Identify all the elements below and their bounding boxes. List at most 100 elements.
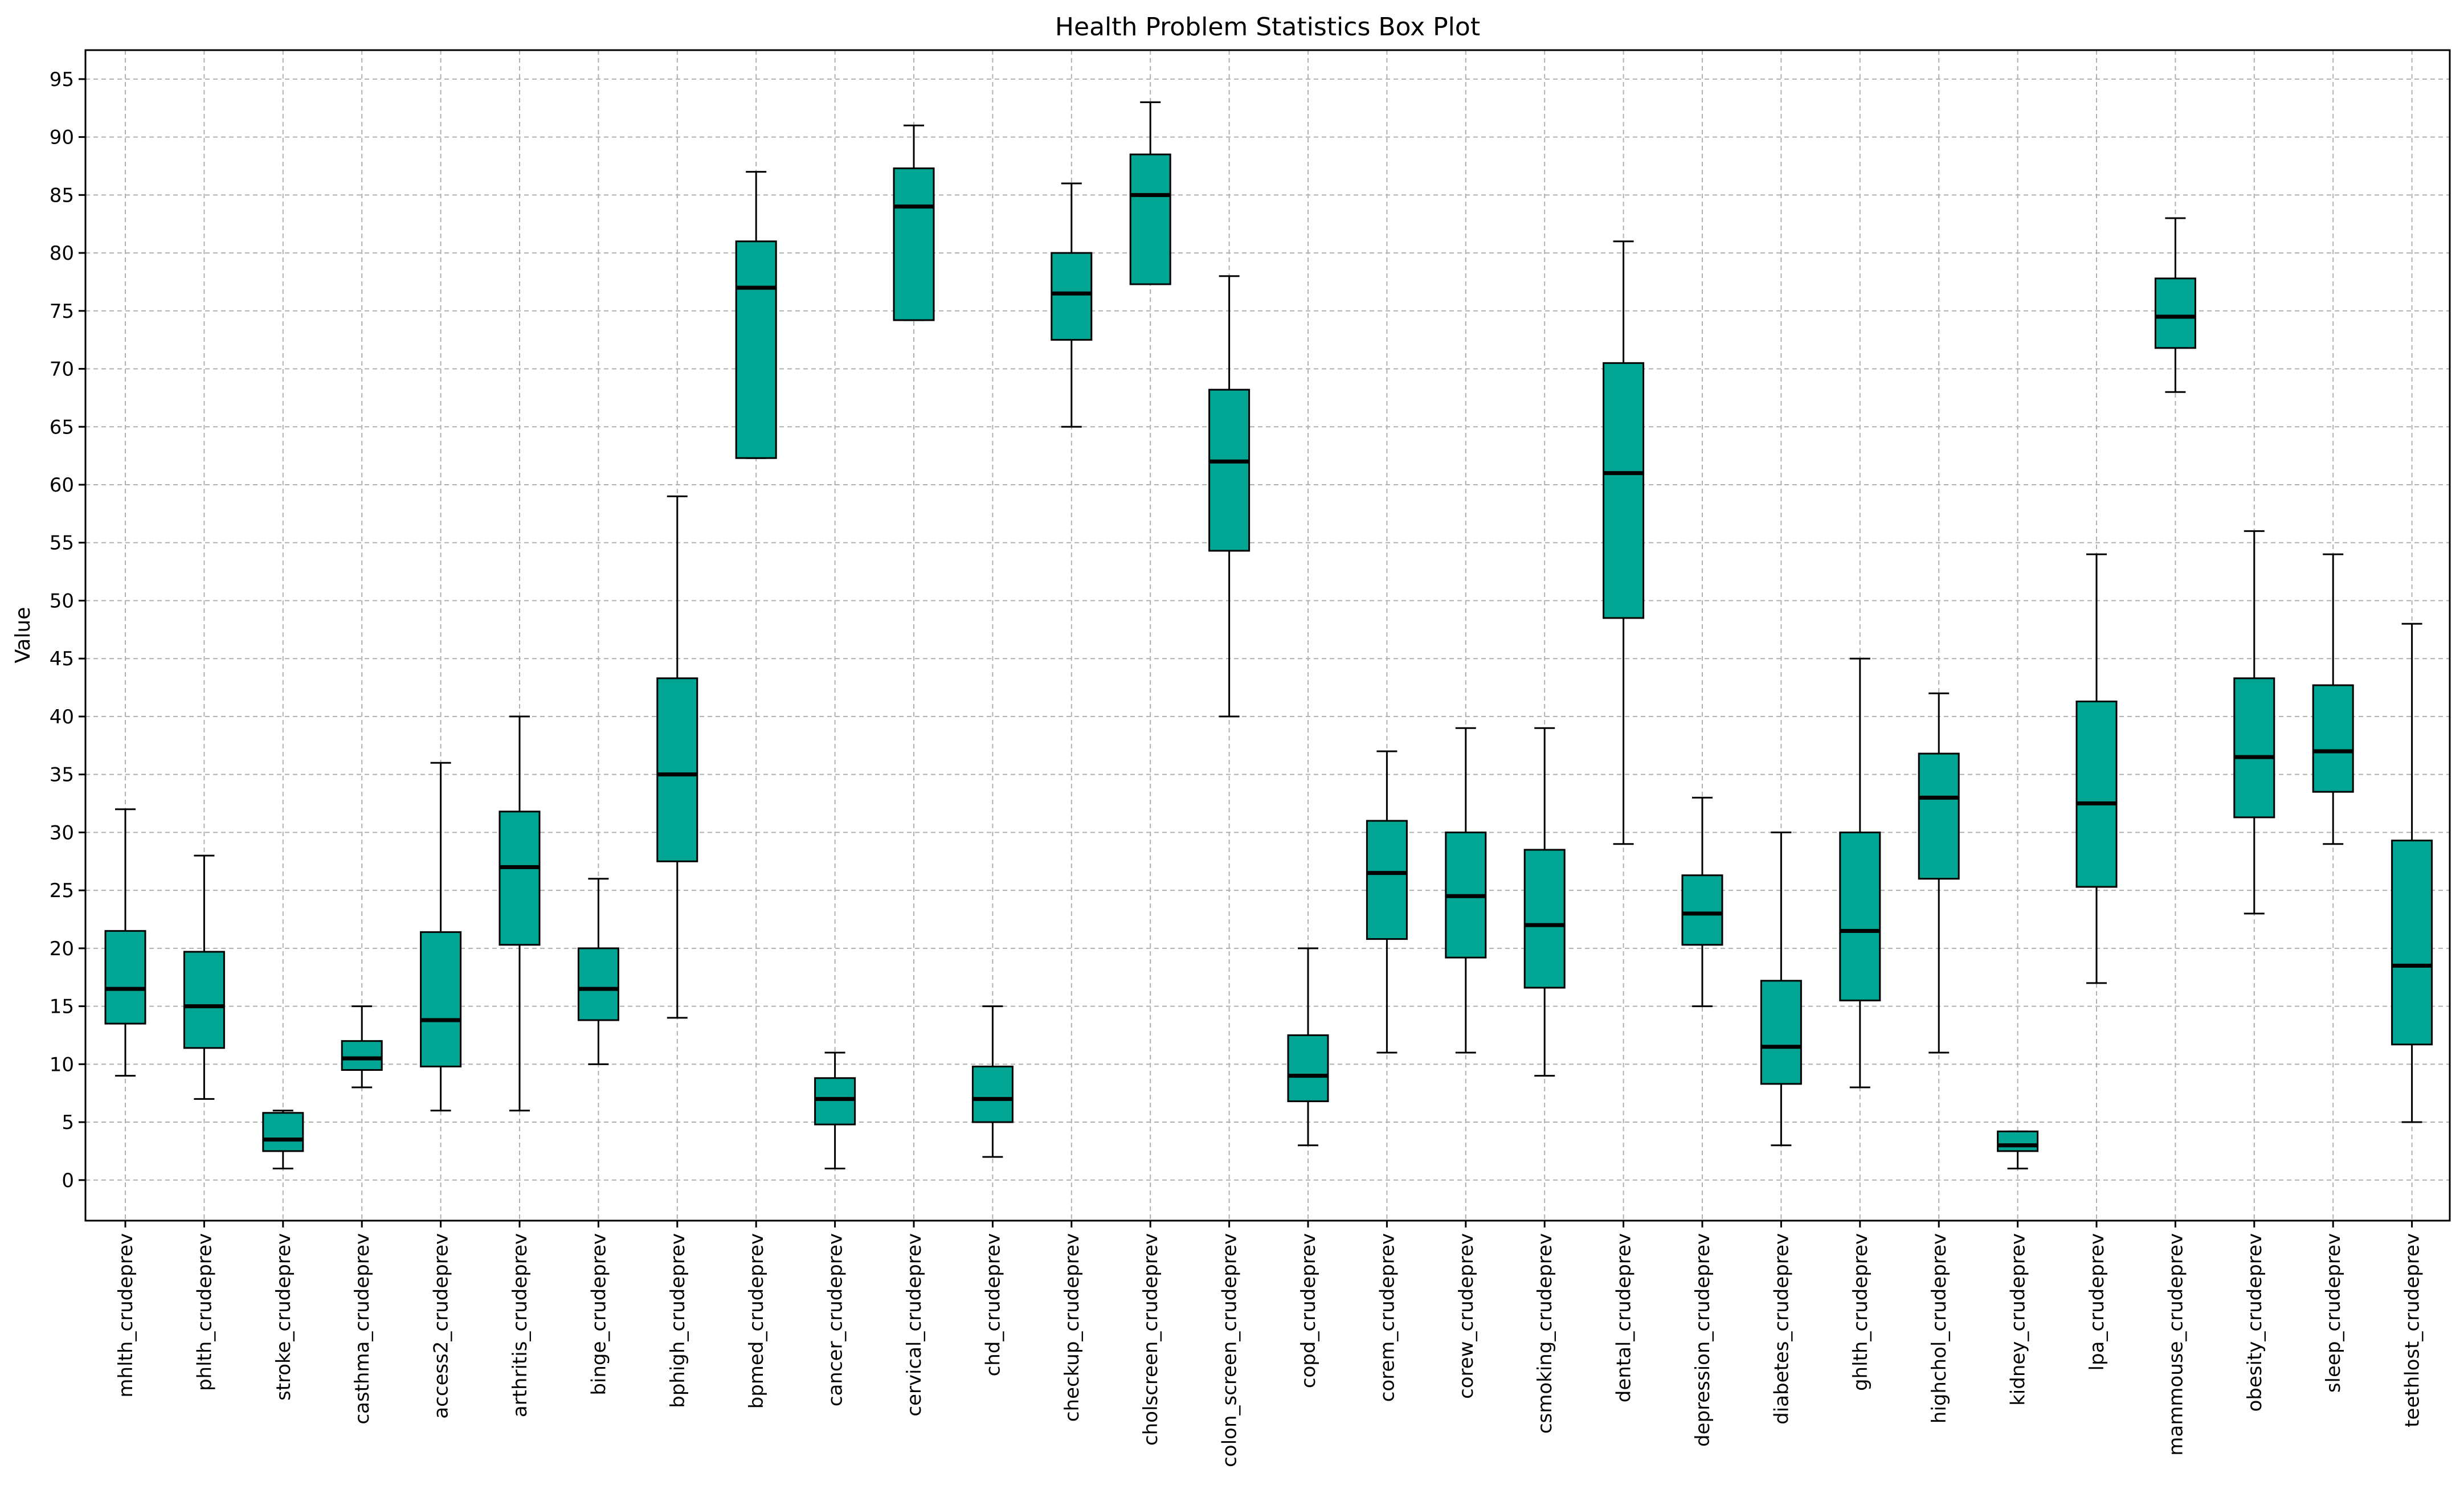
- iqr-box: [2391, 840, 2433, 1046]
- x-tick-label: stroke_crudeprev: [272, 1233, 295, 1401]
- iqr-box: [1523, 849, 1566, 989]
- box-cervical_crudeprev: [893, 124, 935, 321]
- box-diabetes_crudeprev: [1760, 831, 1802, 1147]
- box-binge_crudeprev: [577, 878, 619, 1065]
- y-tick-label: 20: [50, 938, 74, 960]
- box-kidney_crudeprev: [1997, 1130, 2039, 1169]
- y-tick-label: 90: [50, 126, 74, 149]
- x-tick-label: dental_crudeprev: [1613, 1233, 1636, 1402]
- y-tick-label: 40: [50, 706, 74, 729]
- iqr-box: [1997, 1130, 2039, 1152]
- x-tick-label: depression_crudeprev: [1691, 1233, 1714, 1447]
- iqr-box: [971, 1065, 1014, 1123]
- x-tick-label: phlth_crudeprev: [193, 1233, 216, 1391]
- x-tick-label: colon_screen_crudeprev: [1219, 1233, 1241, 1467]
- y-tick-label: 55: [50, 532, 74, 555]
- box-corew_crudeprev: [1445, 727, 1487, 1054]
- iqr-box: [1208, 388, 1251, 552]
- box-ghlth_crudeprev: [1839, 657, 1881, 1088]
- iqr-box: [104, 930, 146, 1025]
- iqr-box: [183, 951, 225, 1049]
- x-tick-label: csmoking_crudeprev: [1534, 1233, 1556, 1434]
- box-mhlth_crudeprev: [104, 808, 146, 1077]
- iqr-box: [893, 167, 935, 321]
- iqr-box: [1129, 153, 1171, 285]
- iqr-box: [1681, 874, 1723, 946]
- iqr-box: [814, 1077, 856, 1126]
- box-arthritis_crudeprev: [498, 715, 541, 1112]
- plot-frame: [84, 49, 2451, 1222]
- x-tick-label: corew_crudeprev: [1455, 1233, 1478, 1399]
- x-tick-label: corem_crudeprev: [1376, 1233, 1399, 1402]
- y-axis-label: Value: [11, 607, 35, 664]
- y-tick-label: 95: [50, 68, 74, 91]
- x-axis-ticks: mhlth_crudeprev phlth_crudeprev stroke_cru…: [115, 1221, 2424, 1467]
- x-tick-label: arthritis_crudeprev: [509, 1233, 532, 1417]
- box-phlth_crudeprev: [183, 854, 225, 1100]
- box-casthma_crudeprev: [341, 1005, 383, 1088]
- iqr-box: [1287, 1034, 1329, 1102]
- box-cholscreen_crudeprev: [1129, 101, 1171, 285]
- x-tick-label: bphigh_crudeprev: [667, 1233, 689, 1408]
- iqr-box: [2312, 684, 2354, 793]
- box-depression_crudeprev: [1681, 796, 1723, 1008]
- y-tick-label: 15: [50, 996, 74, 1018]
- x-tick-label: diabetes_crudeprev: [1770, 1233, 1793, 1425]
- x-tick-label: kidney_crudeprev: [2007, 1233, 2030, 1406]
- x-tick-label: teethlost_crudeprev: [2401, 1233, 2424, 1427]
- box-csmoking_crudeprev: [1523, 727, 1566, 1077]
- iqr-box: [2154, 277, 2196, 349]
- x-tick-label: lpa_crudeprev: [2086, 1233, 2109, 1370]
- iqr-box: [2233, 677, 2275, 819]
- x-tick-label: chd_crudeprev: [982, 1233, 1004, 1376]
- box-colon_screen_crudeprev: [1208, 275, 1251, 718]
- iqr-box: [577, 947, 619, 1021]
- x-tick-label: mhlth_crudeprev: [115, 1233, 137, 1398]
- chart-title: Health Problem Statistics Box Plot: [1055, 13, 1480, 42]
- box-bphigh_crudeprev: [656, 495, 698, 1019]
- box-cancer_crudeprev: [814, 1051, 856, 1169]
- box-highchol_crudeprev: [1918, 692, 1960, 1054]
- x-tick-label: checkup_crudeprev: [1061, 1233, 1084, 1422]
- iqr-box: [735, 240, 777, 459]
- x-tick-label: ghlth_crudeprev: [1849, 1233, 1872, 1391]
- iqr-box: [1839, 831, 1881, 1001]
- y-tick-label: 65: [50, 416, 74, 439]
- y-tick-label: 30: [50, 821, 74, 844]
- box-sleep_crudeprev: [2312, 553, 2354, 845]
- iqr-box: [262, 1112, 304, 1152]
- box-teethlost_crudeprev: [2391, 623, 2433, 1123]
- x-tick-label: copd_crudeprev: [1297, 1233, 1320, 1388]
- iqr-box: [1051, 252, 1093, 341]
- iqr-box: [656, 677, 698, 862]
- y-tick-label: 50: [50, 590, 74, 612]
- x-tick-label: obesity_crudeprev: [2244, 1233, 2266, 1412]
- y-axis-ticks: 0 5 10 15 20 25 30 35 40 45 50 55 60 65 70 75 80 85 90 95: [50, 68, 85, 1192]
- x-tick-label: cancer_crudeprev: [824, 1233, 847, 1406]
- iqr-box: [498, 811, 541, 946]
- box-copd_crudeprev: [1287, 947, 1329, 1147]
- box-mammouse_crudeprev: [2154, 217, 2196, 393]
- iqr-box: [2075, 700, 2118, 888]
- iqr-box: [1918, 752, 1960, 880]
- box-access2_crudeprev: [420, 762, 462, 1112]
- iqr-box: [341, 1040, 383, 1071]
- x-tick-label: binge_crudeprev: [587, 1233, 610, 1396]
- x-tick-label: sleep_crudeprev: [2322, 1233, 2345, 1393]
- x-tick-label: cholscreen_crudeprev: [1139, 1233, 1162, 1446]
- x-tick-label: cervical_crudeprev: [903, 1233, 926, 1417]
- y-tick-label: 80: [50, 242, 74, 265]
- x-tick-label: highchol_crudeprev: [1928, 1233, 1951, 1423]
- x-tick-label: mammouse_crudeprev: [2164, 1233, 2187, 1456]
- box-corem_crudeprev: [1366, 750, 1408, 1054]
- y-tick-label: 60: [50, 474, 74, 497]
- iqr-box: [420, 931, 462, 1067]
- box-chd_crudeprev: [971, 1005, 1014, 1158]
- x-tick-label: bpmed_crudeprev: [745, 1233, 768, 1409]
- iqr-box: [1760, 980, 1802, 1085]
- y-tick-label: 5: [62, 1111, 74, 1134]
- box-lpa_crudeprev: [2075, 553, 2118, 984]
